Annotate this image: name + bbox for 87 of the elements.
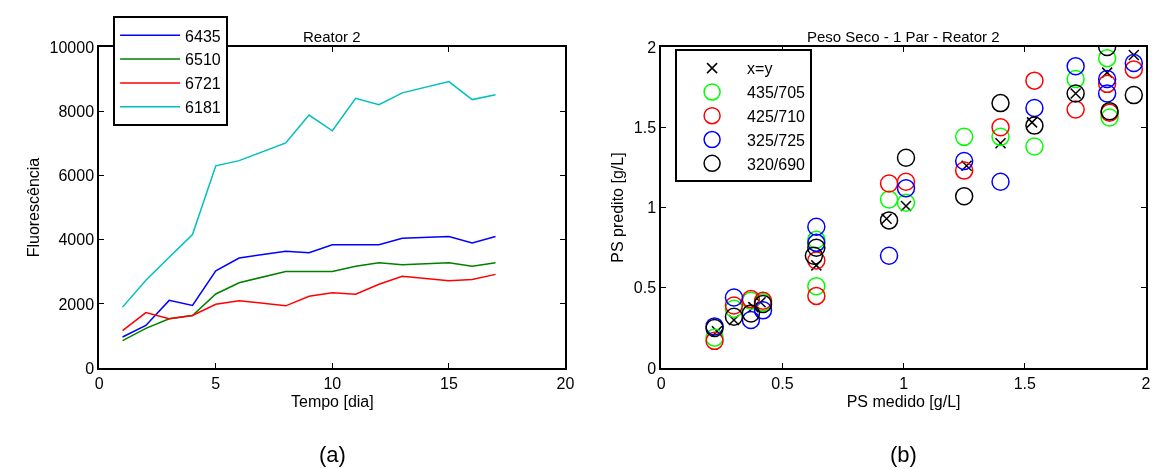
point: [1124, 60, 1144, 79]
point: [1066, 56, 1085, 76]
y-tick-label: 6000: [58, 167, 95, 185]
x-tick-label: 1.5: [1013, 375, 1036, 393]
point: [807, 230, 826, 249]
point: [991, 127, 1010, 147]
point: [1097, 69, 1117, 89]
y-tick-label: 0.5: [633, 279, 657, 297]
point: [807, 286, 826, 306]
point: [1066, 69, 1085, 89]
y-tick-label: 2: [647, 38, 657, 56]
chart-title: Peso Seco - 1 Par - Reator 2: [807, 28, 1000, 45]
point: [991, 117, 1010, 137]
point: [724, 307, 744, 326]
point: [705, 331, 724, 351]
y-tick-label: 2000: [58, 295, 95, 313]
x-axis-title: PS medido [g/L]: [846, 392, 961, 410]
point: [807, 276, 826, 296]
point: [724, 288, 744, 307]
y-tick-label: 4000: [58, 231, 95, 249]
legend-label: 6181: [185, 98, 221, 116]
legend-label: 325/725: [747, 131, 806, 149]
point: [991, 172, 1010, 192]
x-tick-label: 1: [899, 375, 909, 393]
legend-label: 435/705: [747, 84, 806, 102]
point: [1128, 49, 1140, 61]
point: [954, 151, 974, 171]
line-series: [121, 235, 497, 338]
point: [1124, 85, 1144, 105]
chart-title: Reator 2: [303, 28, 361, 45]
point: [1124, 53, 1144, 73]
legend-label: x=y: [747, 60, 773, 78]
point: [807, 217, 826, 237]
point: [954, 161, 974, 180]
legend-label: 425/710: [747, 107, 806, 125]
point: [1025, 71, 1044, 90]
point: [879, 211, 899, 230]
point: [1097, 84, 1117, 103]
point: [896, 148, 916, 167]
legend-label: 320/690: [747, 155, 806, 173]
point: [807, 233, 826, 253]
point: [1025, 116, 1044, 135]
y-axis-title: Fluorescência: [24, 157, 42, 258]
point: [807, 238, 826, 257]
point: [753, 301, 773, 320]
x-tick-label: 5: [211, 375, 221, 393]
point: [879, 190, 899, 209]
point: [1066, 100, 1085, 119]
y-axis-title: PS predito [g/L]: [609, 152, 627, 263]
y-tick-label: 0: [85, 359, 95, 377]
point: [896, 172, 916, 192]
point: [804, 246, 824, 265]
text: (b): [890, 442, 917, 467]
y-tick-label: 0: [647, 359, 657, 377]
point: [1100, 108, 1119, 127]
x-tick-label: 0.5: [771, 375, 794, 393]
legend-label: 6510: [185, 51, 221, 69]
point: [1025, 137, 1044, 156]
y-tick-label: 8000: [58, 102, 95, 120]
point: [1097, 48, 1117, 68]
x-tick-label: 20: [556, 375, 575, 393]
legend-label: 6435: [185, 27, 221, 45]
point: [994, 137, 1007, 150]
point: [807, 251, 826, 270]
point: [1097, 74, 1117, 94]
legend-label: 6721: [185, 75, 221, 93]
x-tick-label: 10: [323, 375, 342, 393]
text: (a): [319, 442, 346, 467]
point: [705, 328, 724, 347]
point: [954, 187, 974, 206]
point: [1025, 98, 1044, 118]
point: [741, 310, 761, 330]
point: [954, 127, 974, 147]
point: [896, 179, 916, 198]
point: [896, 193, 916, 212]
point: [741, 304, 761, 323]
y-tick-label: 1: [647, 199, 657, 217]
y-tick-label: 1.5: [633, 118, 657, 136]
point: [879, 174, 899, 193]
line-series: [121, 273, 497, 332]
x-tick-label: 2: [1141, 375, 1151, 393]
point: [991, 93, 1010, 113]
point: [879, 246, 899, 265]
x-tick-label: 15: [440, 375, 458, 393]
x-axis-title: Tempo [dia]: [290, 392, 374, 410]
y-tick-label: 10000: [49, 38, 95, 56]
line-series: [121, 262, 497, 342]
